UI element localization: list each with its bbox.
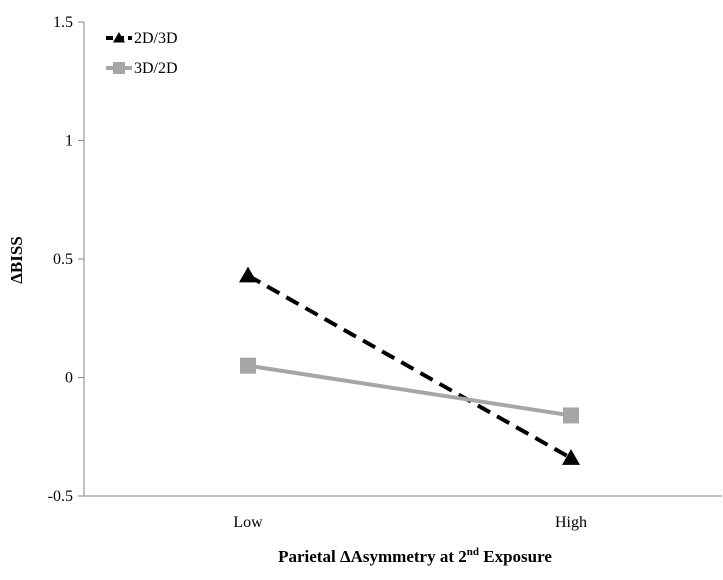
legend-item-1: 2D/3D bbox=[106, 30, 178, 47]
x-tick-label: Low bbox=[233, 514, 263, 531]
y-axis-title: ΔBISS bbox=[7, 236, 26, 284]
x-tick-label: High bbox=[555, 514, 587, 531]
axes bbox=[83, 22, 722, 497]
legend: 2D/3D 3D/2D bbox=[106, 30, 178, 77]
series-line bbox=[247, 273, 572, 460]
legend-label: 3D/2D bbox=[134, 60, 178, 77]
legend-item-2: 3D/2D bbox=[106, 60, 178, 77]
data-point bbox=[240, 357, 256, 374]
y-tick-label: 0.5 bbox=[53, 251, 73, 268]
legend-label: 2D/3D bbox=[134, 30, 178, 47]
legend-marker bbox=[113, 62, 125, 74]
x-ticks: Low High bbox=[233, 514, 587, 531]
data-point bbox=[563, 407, 579, 424]
data-point bbox=[562, 449, 580, 465]
y-tick-label: 1 bbox=[65, 133, 73, 150]
y-ticks: 1.5 1 0.5 0 -0.5 bbox=[48, 14, 84, 505]
x-axis-title-suffix: Exposure bbox=[479, 547, 552, 566]
series-group bbox=[239, 266, 580, 465]
series-1 bbox=[239, 266, 580, 465]
y-tick-label: 1.5 bbox=[53, 14, 73, 31]
x-axis-title-superscript: nd bbox=[467, 546, 479, 558]
y-tick-label: 0 bbox=[65, 370, 73, 387]
x-axis-title: Parietal ΔAsymmetry at 2nd Exposure bbox=[278, 546, 552, 566]
y-tick-label: -0.5 bbox=[48, 488, 73, 505]
x-axis-title-main: Parietal ΔAsymmetry at 2 bbox=[278, 547, 467, 566]
data-point bbox=[239, 266, 257, 283]
series-line bbox=[247, 363, 572, 418]
legend-marker bbox=[113, 32, 125, 43]
series-2 bbox=[240, 357, 579, 424]
